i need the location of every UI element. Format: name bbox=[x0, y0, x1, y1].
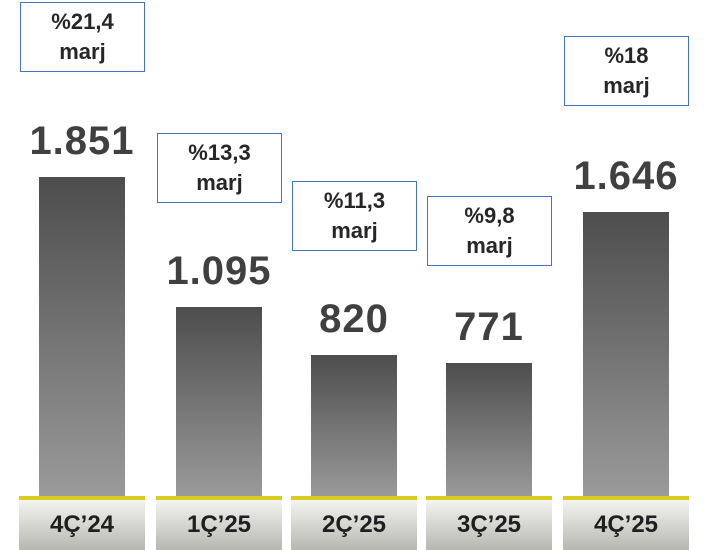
category-label: 1Ç’25 bbox=[156, 496, 282, 550]
margin-word-label: marj bbox=[603, 73, 650, 98]
bar-value-label: 1.851 bbox=[29, 119, 135, 163]
margin-callout: %18 marj bbox=[564, 36, 689, 106]
category-label: 4Ç’25 bbox=[563, 496, 689, 550]
category-label: 2Ç’25 bbox=[291, 496, 417, 550]
category-label: 4Ç’24 bbox=[19, 496, 145, 550]
margin-percent-label: %18 bbox=[604, 43, 649, 68]
margin-word-label: marj bbox=[59, 39, 106, 64]
bar bbox=[176, 307, 262, 496]
bar bbox=[446, 363, 532, 496]
bar-value-label: 820 bbox=[319, 296, 389, 341]
margin-percent-label: %21,4 bbox=[51, 9, 114, 34]
margin-callout: %11,3 marj bbox=[292, 181, 417, 251]
margin-percent-label: %13,3 bbox=[188, 140, 251, 165]
margin-callout: %13,3 marj bbox=[157, 133, 282, 203]
bar-value-label: 1.095 bbox=[166, 249, 272, 294]
margin-word-label: marj bbox=[331, 218, 378, 243]
margin-callout: %9,8 marj bbox=[427, 196, 552, 266]
margin-percent-label: %11,3 bbox=[323, 188, 386, 213]
bar bbox=[311, 354, 397, 496]
category-label: 3Ç’25 bbox=[426, 496, 552, 550]
bar bbox=[39, 177, 125, 496]
margin-percent-label: %9,8 bbox=[464, 203, 515, 228]
margin-callout: %21,4 marj bbox=[20, 2, 145, 72]
margin-word-label: marj bbox=[196, 170, 243, 195]
bar-value-label: 1.646 bbox=[573, 154, 679, 199]
margin-word-label: marj bbox=[466, 233, 513, 258]
bar bbox=[583, 212, 669, 496]
bar-value-label: 771 bbox=[454, 305, 524, 350]
